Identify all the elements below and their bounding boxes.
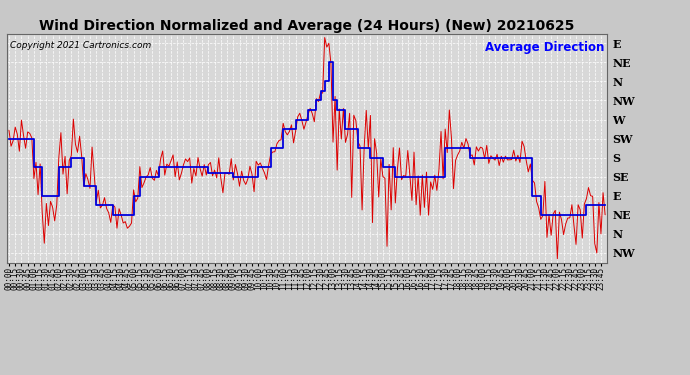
- Title: Wind Direction Normalized and Average (24 Hours) (New) 20210625: Wind Direction Normalized and Average (2…: [39, 19, 575, 33]
- Text: Average Direction: Average Direction: [485, 40, 604, 54]
- Text: Copyright 2021 Cartronics.com: Copyright 2021 Cartronics.com: [10, 40, 151, 50]
